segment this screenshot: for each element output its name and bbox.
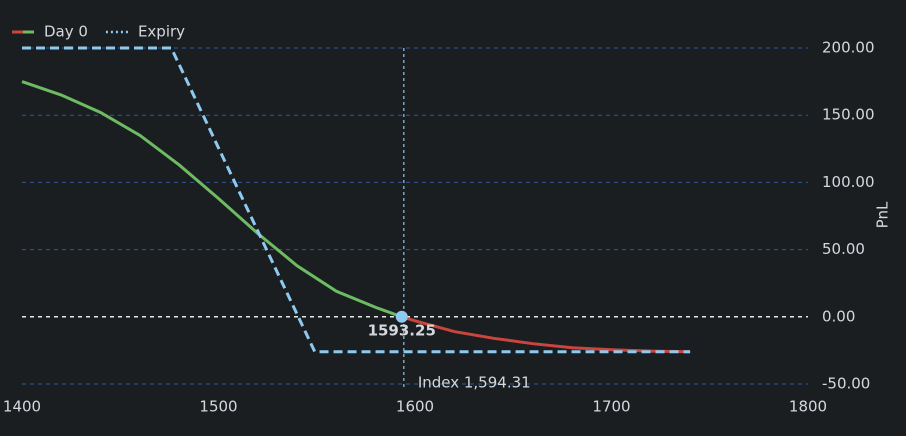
x-tick-label: 1400 (3, 398, 41, 416)
legend-item: Expiry (105, 23, 185, 41)
legend-label: Expiry (138, 23, 185, 41)
y-tick-label: 100.00 (822, 173, 875, 191)
y-tick-label: 150.00 (822, 106, 875, 124)
y-tick-label: 200.00 (822, 39, 875, 57)
x-tick-label: 1600 (396, 398, 434, 416)
y-tick-label: 50.00 (822, 240, 865, 258)
x-tick-label: 1700 (592, 398, 630, 416)
x-tick-label: 1500 (199, 398, 237, 416)
marker-label: 1593.25 (368, 321, 436, 339)
legend-item: Day 0 (12, 23, 88, 41)
legend-label: Day 0 (44, 23, 88, 41)
y-tick-label: 0.00 (822, 307, 855, 325)
y-tick-label: -50.00 (822, 375, 870, 393)
expiry-line (22, 46, 691, 354)
marker (395, 310, 408, 323)
x-tick-label: 1800 (789, 398, 827, 416)
y-axis-label: PnL (874, 201, 892, 228)
index-label: Index 1,594.31 (418, 374, 531, 392)
day0-line-negative (401, 315, 691, 354)
day0-line-positive (21, 80, 403, 319)
